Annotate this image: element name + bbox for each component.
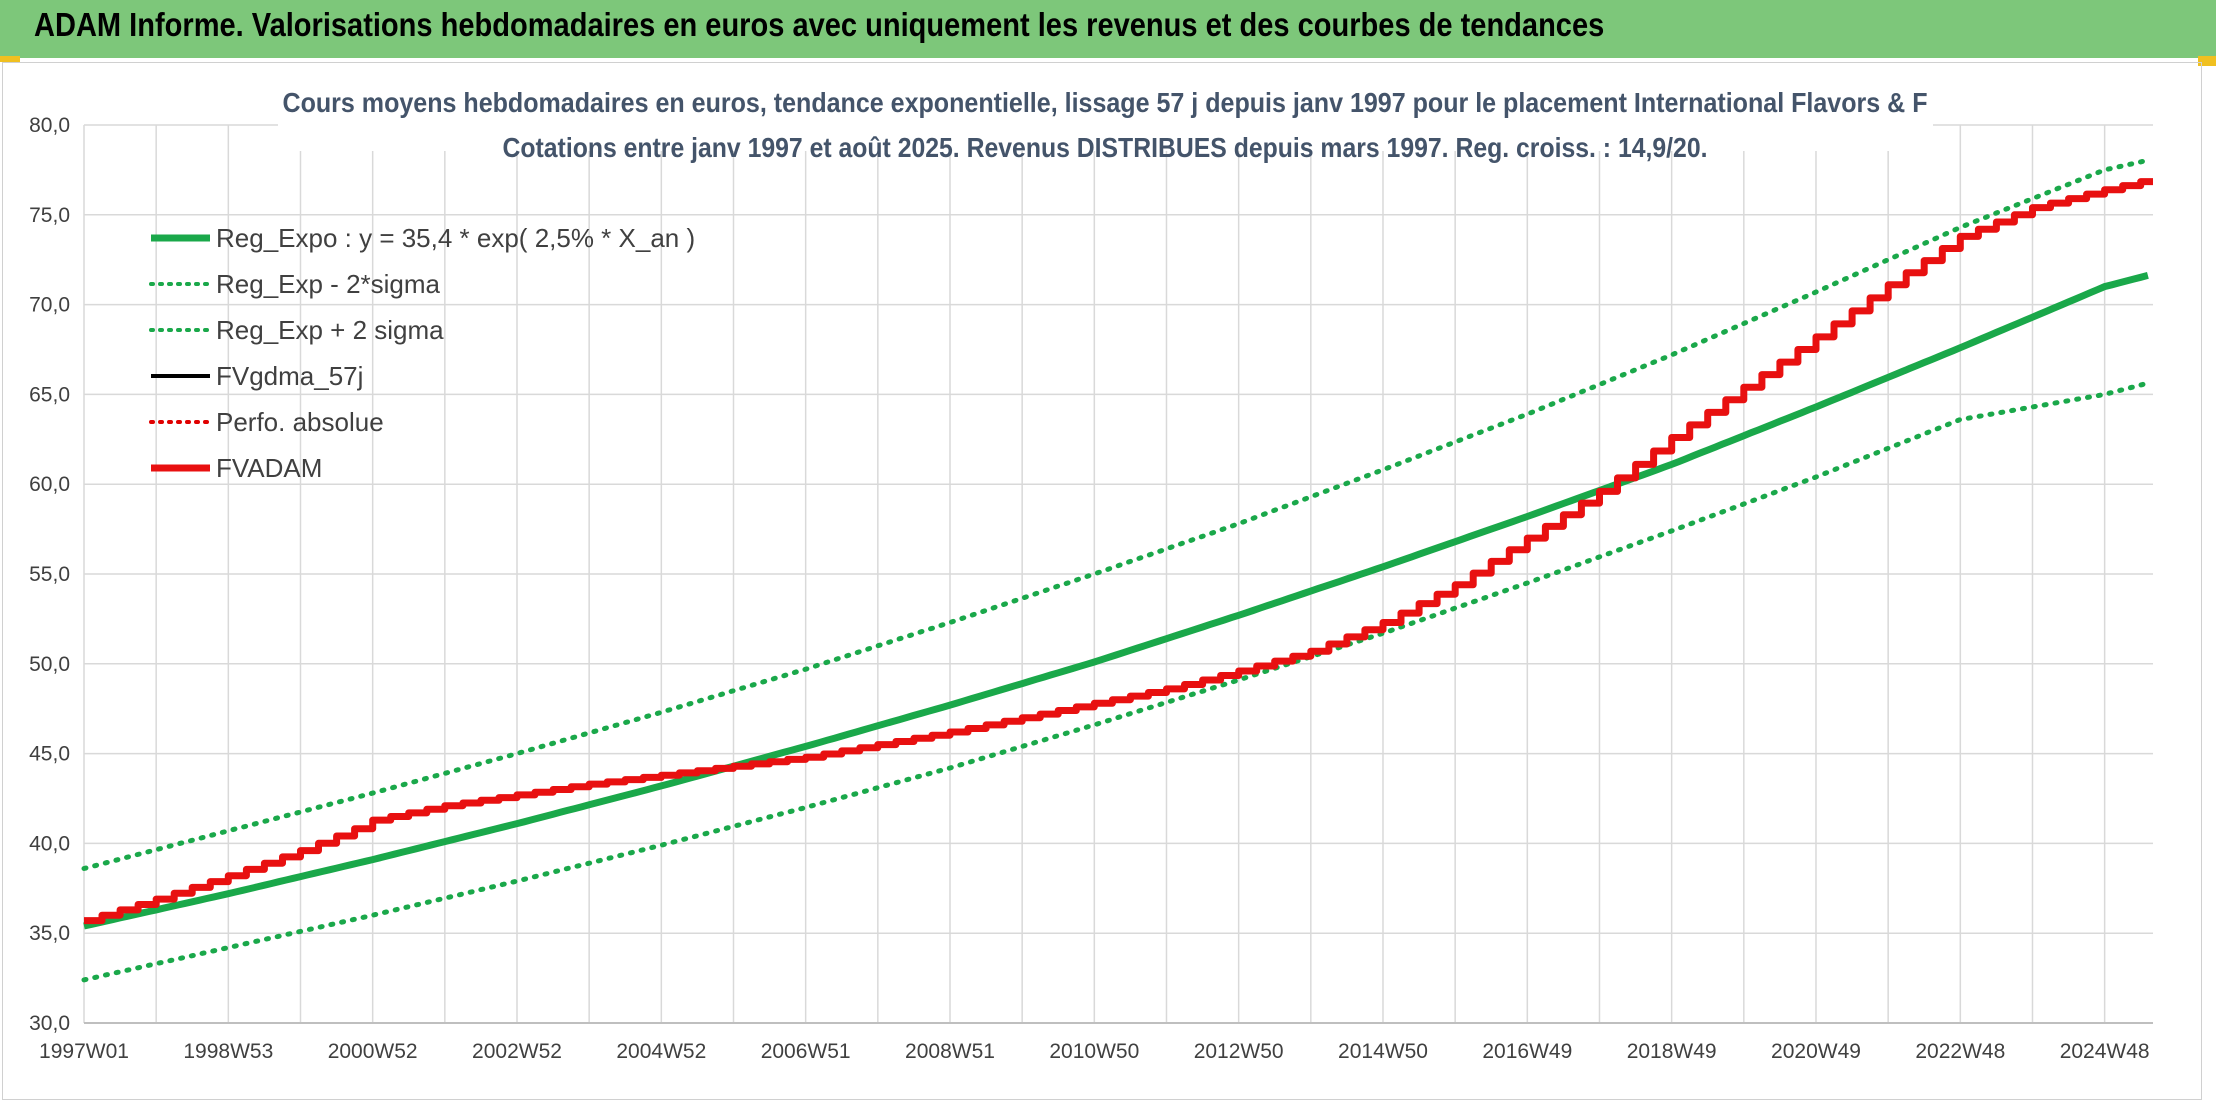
page-title: ADAM Informe. Valorisations hebdomadaire… [34, 6, 1605, 43]
corner-accent-right [2198, 56, 2216, 66]
y-tick-label: 70,0 [29, 294, 70, 317]
x-tick-label: 1998W53 [183, 1040, 273, 1063]
x-tick-label: 2024W48 [2060, 1040, 2150, 1063]
y-tick-label: 40,0 [29, 832, 70, 855]
legend-perfo-absolue-label: Perfo. absolue [216, 407, 384, 437]
series-layer [81, 157, 2153, 983]
grid [83, 124, 2153, 1024]
x-tick-label: 2008W51 [905, 1040, 995, 1063]
legend-reg-expo-label: Reg_Expo : y = 35,4 * exp( 2,5% * X_an ) [216, 223, 695, 253]
y-tick-label: 80,0 [29, 114, 70, 137]
legend-fvadam-label: FVADAM [216, 453, 322, 483]
series-line-fvadam [84, 178, 2153, 925]
x-tick-label: 2000W52 [328, 1040, 418, 1063]
y-tick-label: 30,0 [29, 1012, 70, 1035]
series-line-reg-exp-minus-2-sigma [81, 380, 2151, 983]
x-tick-label: 2006W51 [761, 1040, 851, 1063]
y-tick-label: 65,0 [29, 383, 70, 406]
x-tick-label: 1997W01 [39, 1040, 129, 1063]
x-tick-label: 2018W49 [1627, 1040, 1717, 1063]
chart: 30,0 35,0 40,0 45,0 50,0 55,0 60,0 65,0 70,0 75,0… [29, 83, 2153, 1063]
y-tick-label: 35,0 [29, 922, 70, 945]
x-tick-label: 2012W50 [1194, 1040, 1284, 1063]
y-tick-label: 75,0 [29, 204, 70, 227]
x-tick-label: 2004W52 [616, 1040, 706, 1063]
series-line-reg-exp-plus-2-sigma [81, 157, 2151, 871]
legend-reg-exp-plus-label: Reg_Exp + 2 sigma [216, 315, 444, 345]
corner-accent-left [0, 56, 20, 62]
chart-title-background [278, 83, 1933, 151]
header-bar: ADAM Informe. Valorisations hebdomadaire… [0, 0, 2216, 58]
axis-layer: 30,0 35,0 40,0 45,0 50,0 55,0 60,0 65,0 70,0 75,0… [29, 114, 2153, 1063]
legend-reg-exp-minus-label: Reg_Exp - 2*sigma [216, 269, 441, 299]
y-tick-label: 50,0 [29, 653, 70, 676]
series-line-reg-expo [83, 272, 2149, 930]
chart-title-group: Cours moyens hebdomadaires en euros, ten… [278, 83, 1933, 163]
y-tick-label: 45,0 [29, 743, 70, 766]
x-tick-label: 2010W50 [1049, 1040, 1139, 1063]
x-tick-label: 2020W49 [1771, 1040, 1861, 1063]
x-tick-label: 2014W50 [1338, 1040, 1428, 1063]
chart-title: Cours moyens hebdomadaires en euros, ten… [283, 87, 1928, 118]
y-tick-label: 60,0 [29, 473, 70, 496]
chart-subtitle: Cotations entre janv 1997 et août 2025. … [503, 132, 1708, 163]
legend-fvgdma-label: FVgdma_57j [216, 361, 363, 391]
x-tick-label: 2002W52 [472, 1040, 562, 1063]
y-tick-label: 55,0 [29, 563, 70, 586]
x-tick-label: 2022W48 [1915, 1040, 2005, 1063]
chart-frame: 30,0 35,0 40,0 45,0 50,0 55,0 60,0 65,0 70,0 75,0… [2, 62, 2202, 1100]
x-tick-label: 2016W49 [1482, 1040, 1572, 1063]
legend: Reg_Expo : y = 35,4 * exp( 2,5% * X_an )… [149, 223, 695, 483]
